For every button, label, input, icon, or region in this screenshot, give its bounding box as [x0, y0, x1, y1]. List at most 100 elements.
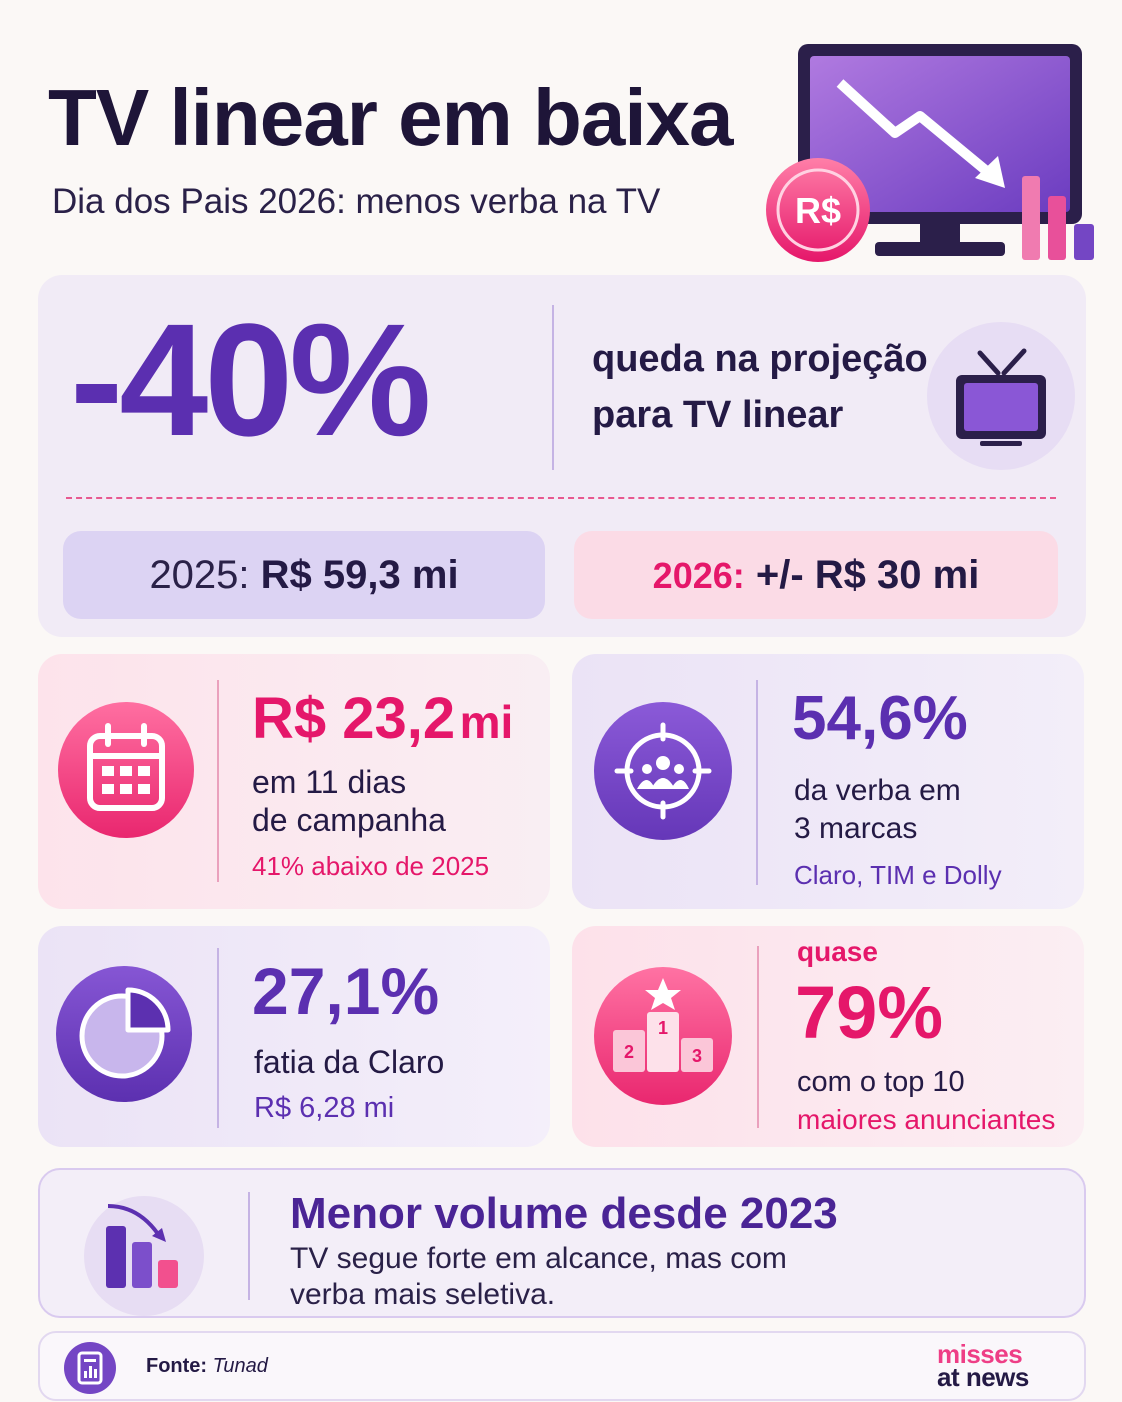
card-note: Claro, TIM e Dolly	[794, 860, 1002, 890]
icon-shape	[102, 766, 150, 794]
decline-icon	[106, 1204, 178, 1288]
icon-shape	[84, 1359, 96, 1362]
comparison-label: 2025:	[149, 553, 250, 597]
icon-shape	[637, 780, 655, 789]
comparison-pill	[63, 531, 545, 619]
icon-shape	[84, 1371, 87, 1378]
icon-shape	[87, 733, 165, 811]
coin-label: R$	[795, 190, 841, 231]
summary-title: Menor volume desde 2023	[290, 1189, 838, 1238]
comparison-text: 2026: +/- R$ 30 mi	[574, 555, 1058, 595]
icon-shape	[152, 1228, 166, 1242]
tv-icon	[956, 348, 1046, 446]
hero-value: -40%	[70, 290, 432, 469]
icon-shape	[674, 764, 684, 774]
hero-description: para TV linear	[592, 394, 844, 436]
icon-shape	[836, 79, 999, 182]
icon-shape	[125, 987, 171, 1033]
title: TV linear em baixa	[48, 73, 734, 162]
divider	[217, 680, 219, 882]
card-text: em 11 dias	[252, 764, 407, 800]
card-value-number: R$ 23,2	[252, 686, 456, 751]
icon-shape	[1022, 176, 1040, 260]
icon-shape	[120, 784, 132, 794]
icon-shape	[138, 784, 150, 794]
icon-shape	[624, 732, 702, 810]
icon-shape	[102, 766, 114, 776]
icon-shape	[94, 1369, 97, 1378]
icon-shape	[964, 383, 1038, 431]
source: Fonte: Tunad	[146, 1356, 268, 1376]
icon-shape	[656, 756, 670, 770]
comparison-value: +/- R$ 30 mi	[755, 553, 980, 597]
icon-shape	[647, 1012, 679, 1072]
card-text: 3 marcas	[794, 812, 918, 845]
subtitle: Dia dos Pais 2026: menos verba na TV	[52, 182, 661, 221]
card-text: fatia da Claro	[254, 1044, 445, 1080]
pie-icon	[79, 987, 171, 1079]
source-name: Tunad	[212, 1355, 268, 1377]
icon-shape	[1001, 348, 1027, 376]
dashed-separator	[66, 497, 1056, 499]
card-value: 27,1%	[252, 954, 440, 1028]
icon-shape	[614, 722, 712, 820]
comparison-label: 2026:	[652, 555, 745, 596]
podium-label: 3	[692, 1046, 702, 1066]
icon-shape	[875, 242, 1005, 256]
card-prefix: quase	[797, 936, 878, 967]
icon-shape	[977, 350, 1001, 376]
divider	[217, 948, 219, 1128]
tv-illustration: R$	[766, 44, 1094, 262]
hero-description: queda na projeção	[592, 338, 928, 380]
card-text: da verba em	[794, 774, 961, 807]
icon-shape	[637, 756, 689, 789]
icon-shape	[89, 1366, 92, 1378]
icon-shape	[132, 1242, 152, 1288]
calendar-icon	[87, 723, 165, 811]
icon-shape	[102, 784, 114, 794]
icon-shape	[671, 780, 689, 789]
divider	[248, 1192, 250, 1300]
podium-label: 1	[658, 1018, 668, 1038]
icon-shape	[84, 1359, 97, 1378]
icon-shape	[920, 224, 960, 242]
card-note: 41% abaixo de 2025	[252, 851, 490, 881]
icon-shape	[138, 766, 150, 776]
icon-shape	[980, 441, 1022, 446]
card-value: 54,6%	[792, 684, 968, 753]
card-text: com o top 10	[797, 1066, 965, 1098]
icon-shape	[158, 1260, 178, 1288]
card-value-unit: mi	[459, 696, 514, 748]
icon-shape	[776, 168, 860, 252]
icon-shape	[1048, 196, 1066, 260]
target-icon	[614, 722, 712, 820]
icon-shape	[681, 1038, 713, 1072]
icon-shape	[651, 778, 675, 789]
podium-icon: 1 2 3	[613, 978, 713, 1072]
comparison-value: R$ 59,3 mi	[260, 553, 459, 597]
icon-shape	[975, 156, 1005, 188]
card-value: R$ 23,2 mi	[252, 690, 513, 748]
document-icon	[77, 1351, 103, 1385]
icon-shape	[1074, 224, 1094, 260]
icon-shape	[766, 158, 870, 262]
divider	[552, 305, 554, 470]
comparison-pill	[574, 531, 1058, 619]
footer-panel	[38, 1331, 1086, 1401]
podium-label: 2	[624, 1042, 634, 1062]
brand: misses	[937, 1339, 1023, 1369]
card-note: R$ 6,28 mi	[254, 1092, 395, 1124]
icon-shape	[106, 1226, 126, 1288]
icon-shape	[120, 766, 132, 776]
summary-text: verba mais seletiva.	[290, 1278, 556, 1311]
icon-shape	[645, 978, 681, 1010]
card-value: 79%	[795, 971, 944, 1054]
card-note: maiores anunciantes	[797, 1104, 1056, 1135]
divider	[757, 946, 759, 1128]
divider	[756, 680, 758, 885]
icon-shape	[613, 1030, 645, 1072]
source-label: Fonte:	[146, 1355, 208, 1377]
icon-shape	[642, 764, 652, 774]
icon-shape	[107, 1204, 160, 1236]
